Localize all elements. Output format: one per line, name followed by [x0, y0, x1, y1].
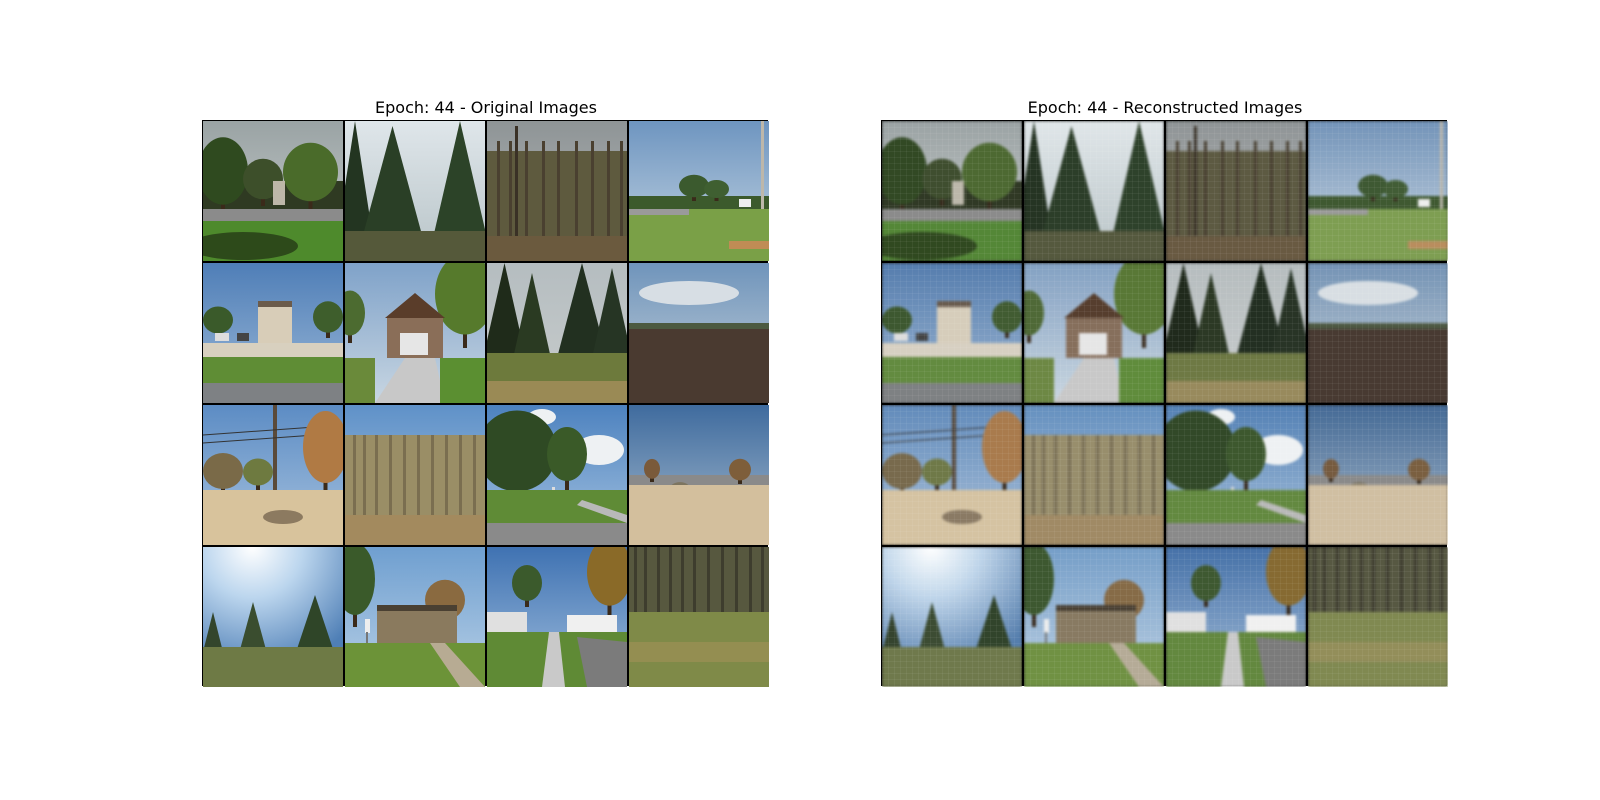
reconstructed-image-scene	[882, 263, 1022, 403]
original-image-scene	[345, 121, 485, 261]
reconstructed-images-grid	[881, 120, 1448, 687]
reconstructed-image-scene	[1308, 263, 1448, 403]
original-image-r4c3	[487, 547, 627, 687]
reconstructed-image-r1c4	[1308, 121, 1448, 261]
original-image-r4c1	[203, 547, 343, 687]
reconstructed-image-r1c3	[1166, 121, 1306, 261]
original-image-scene	[203, 547, 343, 687]
original-image-scene	[487, 405, 627, 545]
reconstructed-images-title: Epoch: 44 - Reconstructed Images	[1027, 98, 1303, 117]
reconstructed-image-scene	[1166, 263, 1306, 403]
original-image-r3c2	[345, 405, 485, 545]
reconstructed-image-scene	[882, 547, 1022, 687]
reconstructed-image-scene	[882, 405, 1022, 545]
reconstructed-image-scene	[1308, 547, 1448, 687]
original-image-scene	[629, 263, 769, 403]
reconstructed-image-r3c3	[1166, 405, 1306, 545]
reconstructed-image-r1c2	[1024, 121, 1164, 261]
reconstructed-image-r4c3	[1166, 547, 1306, 687]
original-image-scene	[629, 121, 769, 261]
reconstructed-image-scene	[1166, 121, 1306, 261]
reconstructed-images-panel: Epoch: 44 - Reconstructed Images	[881, 96, 1449, 687]
original-image-r1c2	[345, 121, 485, 261]
reconstructed-image-r4c1	[882, 547, 1022, 687]
original-image-r4c4	[629, 547, 769, 687]
reconstructed-image-scene	[1024, 263, 1164, 403]
original-images-title: Epoch: 44 - Original Images	[375, 98, 597, 117]
original-image-r4c2	[345, 547, 485, 687]
original-image-r2c4	[629, 263, 769, 403]
original-image-r1c1	[203, 121, 343, 261]
original-image-r2c2	[345, 263, 485, 403]
original-image-scene	[345, 405, 485, 545]
original-image-r3c1	[203, 405, 343, 545]
reconstructed-image-r2c4	[1308, 263, 1448, 403]
reconstructed-image-scene	[1308, 405, 1448, 545]
reconstructed-image-r3c1	[882, 405, 1022, 545]
original-image-scene	[487, 121, 627, 261]
original-image-r3c4	[629, 405, 769, 545]
original-image-r3c3	[487, 405, 627, 545]
original-image-scene	[487, 263, 627, 403]
reconstructed-image-r4c2	[1024, 547, 1164, 687]
original-image-scene	[203, 121, 343, 261]
original-image-scene	[203, 405, 343, 545]
reconstructed-image-r2c1	[882, 263, 1022, 403]
original-image-scene	[345, 547, 485, 687]
reconstructed-image-r3c4	[1308, 405, 1448, 545]
reconstructed-image-r4c4	[1308, 547, 1448, 687]
reconstructed-image-scene	[1308, 121, 1448, 261]
original-image-r1c3	[487, 121, 627, 261]
reconstructed-image-scene	[1166, 405, 1306, 545]
original-image-scene	[203, 263, 343, 403]
original-image-scene	[487, 547, 627, 687]
reconstructed-image-scene	[1024, 405, 1164, 545]
reconstructed-image-scene	[882, 121, 1022, 261]
reconstructed-image-r2c3	[1166, 263, 1306, 403]
reconstructed-image-scene	[1024, 547, 1164, 687]
reconstructed-image-scene	[1024, 121, 1164, 261]
original-images-panel: Epoch: 44 - Original Images	[202, 96, 770, 687]
original-image-scene	[345, 263, 485, 403]
reconstructed-image-r1c1	[882, 121, 1022, 261]
reconstructed-image-r3c2	[1024, 405, 1164, 545]
original-image-r1c4	[629, 121, 769, 261]
original-image-scene	[629, 547, 769, 687]
original-images-grid	[202, 120, 769, 687]
reconstructed-image-scene	[1166, 547, 1306, 687]
original-image-r2c1	[203, 263, 343, 403]
original-image-scene	[629, 405, 769, 545]
reconstructed-image-r2c2	[1024, 263, 1164, 403]
original-image-r2c3	[487, 263, 627, 403]
